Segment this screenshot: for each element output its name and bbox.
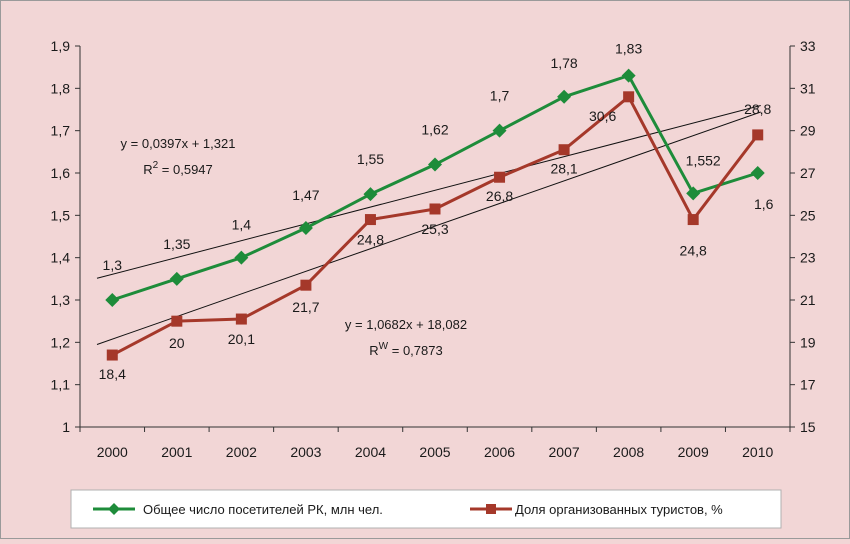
left-tick-label: 1,7 (51, 123, 71, 139)
data-label: 1,55 (357, 151, 384, 167)
x-tick-label: 2002 (226, 444, 257, 460)
series-1-marker (750, 166, 765, 180)
left-tick-label: 1,9 (51, 38, 71, 54)
left-tick-label: 1 (62, 419, 70, 435)
x-tick-label: 2009 (678, 444, 709, 460)
trendline-2 (96, 111, 761, 345)
data-label: 18,4 (99, 366, 126, 382)
right-tick-label: 15 (800, 419, 816, 435)
right-tick-label: 19 (800, 334, 816, 350)
trendline-r-value: RW = 0,7873 (369, 341, 442, 358)
left-tick-label: 1,4 (51, 250, 71, 266)
data-label: 24,8 (680, 243, 707, 259)
right-tick-label: 21 (800, 292, 816, 308)
series-2-marker (752, 129, 764, 141)
data-label: 1,78 (550, 55, 577, 71)
x-tick-label: 2003 (290, 444, 321, 460)
legend-marker-square (486, 504, 496, 514)
data-label: 28,1 (550, 161, 577, 177)
x-tick-label: 2004 (355, 444, 386, 460)
series-2-marker (558, 144, 570, 156)
right-tick-label: 33 (800, 38, 816, 54)
series-1-marker (492, 123, 507, 138)
left-tick-label: 1,8 (51, 80, 71, 96)
right-tick-label: 29 (800, 123, 816, 139)
series-2-marker (429, 203, 441, 215)
data-label: 1,35 (163, 236, 190, 252)
x-tick-label: 2006 (484, 444, 515, 460)
data-label: 21,7 (292, 299, 319, 315)
data-label: 1,7 (490, 88, 510, 104)
series-1-marker (298, 221, 313, 236)
data-label: 1,62 (421, 122, 448, 138)
data-label: 20,1 (228, 331, 255, 347)
series-1-marker (428, 157, 442, 172)
series-2-marker (364, 214, 376, 226)
series-1-marker (557, 89, 572, 104)
x-tick-label: 2010 (742, 444, 773, 460)
x-tick-label: 2007 (549, 444, 580, 460)
legend-label: Общее число посетителей РК, млн чел. (143, 502, 383, 517)
right-tick-label: 31 (800, 80, 816, 96)
series-2-marker (235, 313, 247, 325)
series-1-marker (234, 250, 249, 265)
legend-label: Доля организованных туристов, % (515, 502, 723, 517)
data-label: 1,552 (686, 152, 721, 168)
series-2-marker (171, 315, 183, 327)
left-tick-label: 1,3 (51, 292, 71, 308)
series-2-marker (106, 349, 118, 361)
data-label: 26,8 (486, 188, 513, 204)
right-tick-label: 25 (800, 207, 816, 223)
left-tick-label: 1,5 (51, 207, 71, 223)
right-tick-label: 17 (800, 377, 816, 393)
data-label: 28,8 (744, 101, 771, 117)
series-1-marker (621, 68, 636, 83)
data-label: 1,4 (232, 217, 252, 233)
legend-box (70, 489, 782, 529)
x-tick-label: 2005 (419, 444, 450, 460)
data-label: 1,3 (103, 257, 123, 273)
x-tick-label: 2008 (613, 444, 644, 460)
data-label: 1,6 (754, 196, 774, 212)
series-2-marker (687, 214, 699, 226)
trendline-equation: y = 1,0682x + 18,082 (345, 317, 467, 332)
data-label: 25,3 (421, 221, 448, 237)
trendline-equation: y = 0,0397x + 1,321 (121, 136, 236, 151)
left-tick-label: 1,2 (51, 334, 71, 350)
series-1-marker (363, 187, 378, 202)
data-label: 1,83 (615, 41, 642, 57)
series-1-marker (169, 271, 184, 286)
series-1-marker (105, 293, 120, 307)
data-label: 1,47 (292, 187, 319, 203)
legend-marker-diamond (108, 503, 120, 515)
series-1-marker (686, 186, 701, 201)
data-label: 30,6 (589, 108, 616, 124)
data-label: 24,8 (357, 232, 384, 248)
left-tick-label: 1,6 (51, 165, 71, 181)
x-tick-label: 2000 (97, 444, 128, 460)
left-tick-label: 1,1 (51, 377, 71, 393)
trendline-1 (96, 104, 761, 279)
series-2-marker (623, 91, 635, 103)
series-2-marker (300, 279, 312, 291)
x-tick-label: 2001 (161, 444, 192, 460)
trendline-r-value: R2 = 0,5947 (143, 160, 213, 177)
series-2-marker (494, 171, 506, 183)
right-tick-label: 23 (800, 250, 816, 266)
right-tick-label: 27 (800, 165, 816, 181)
data-label: 20 (169, 335, 185, 351)
